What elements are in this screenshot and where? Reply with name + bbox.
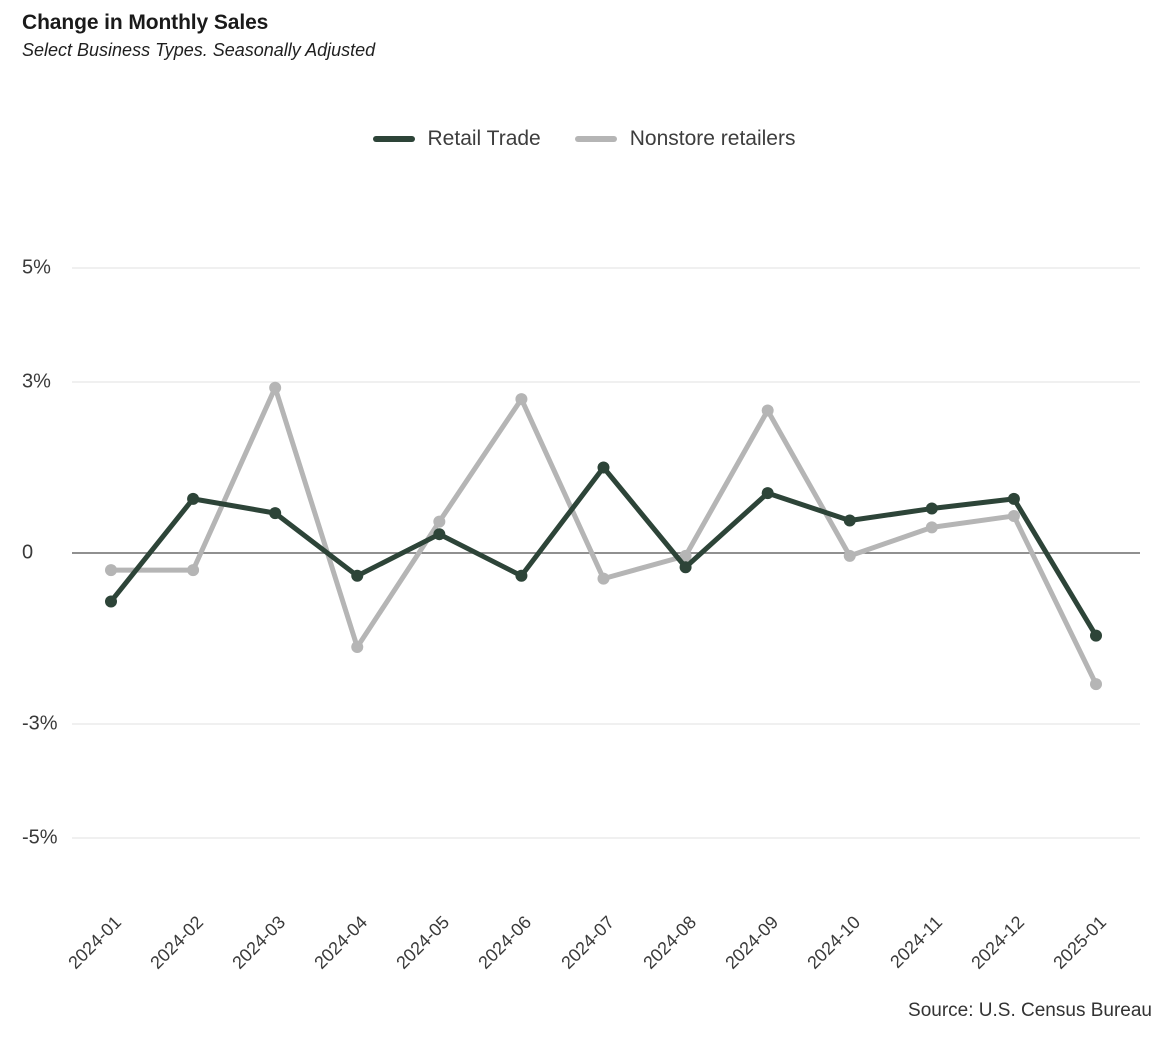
data-point-marker[interactable] bbox=[515, 393, 528, 406]
y-axis-tick-label: -3% bbox=[22, 712, 58, 735]
data-point-marker[interactable] bbox=[597, 461, 610, 474]
data-point-marker[interactable] bbox=[351, 641, 364, 654]
data-point-marker[interactable] bbox=[925, 502, 938, 515]
data-point-marker[interactable] bbox=[1090, 629, 1102, 642]
data-point-marker[interactable] bbox=[269, 507, 282, 520]
data-point-marker[interactable] bbox=[105, 595, 117, 608]
chart-legend: Retail Trade Nonstore retailers bbox=[0, 128, 1168, 149]
series-line-nonstore-retailers bbox=[108, 385, 1099, 687]
data-point-marker[interactable] bbox=[761, 487, 774, 500]
data-point-marker[interactable] bbox=[187, 564, 200, 577]
data-point-marker[interactable] bbox=[1090, 678, 1102, 691]
source-note: Source: U.S. Census Bureau bbox=[908, 1000, 1152, 1021]
series-line-retail-trade bbox=[108, 465, 1099, 639]
y-axis-tick-label: 3% bbox=[22, 370, 51, 393]
legend-label: Retail Trade bbox=[427, 127, 541, 150]
data-point-marker[interactable] bbox=[433, 528, 446, 541]
data-point-marker[interactable] bbox=[351, 569, 364, 582]
data-point-marker[interactable] bbox=[679, 549, 692, 562]
data-point-marker[interactable] bbox=[843, 549, 856, 562]
y-axis-tick-label: 0 bbox=[22, 541, 34, 564]
y-axis-tick-label: -5% bbox=[22, 826, 58, 849]
data-point-marker[interactable] bbox=[761, 404, 774, 417]
data-point-marker[interactable] bbox=[433, 515, 446, 528]
gridlines bbox=[72, 267, 1140, 839]
data-point-marker[interactable] bbox=[269, 381, 282, 394]
data-point-marker[interactable] bbox=[187, 492, 200, 505]
data-point-marker[interactable] bbox=[597, 572, 610, 585]
legend-item-nonstore-retailers[interactable]: Nonstore retailers bbox=[574, 127, 796, 150]
data-point-marker[interactable] bbox=[843, 514, 856, 527]
data-point-marker[interactable] bbox=[679, 561, 692, 574]
chart-subtitle: Select Business Types. Seasonally Adjust… bbox=[22, 40, 376, 61]
chart-title: Change in Monthly Sales bbox=[22, 11, 269, 34]
data-point-marker[interactable] bbox=[105, 564, 117, 577]
data-point-marker[interactable] bbox=[1007, 509, 1020, 522]
data-point-marker[interactable] bbox=[1007, 492, 1020, 505]
legend-item-retail-trade[interactable]: Retail Trade bbox=[372, 127, 541, 150]
data-point-marker[interactable] bbox=[515, 569, 528, 582]
data-point-marker[interactable] bbox=[925, 521, 938, 534]
legend-swatch-icon bbox=[372, 135, 415, 142]
y-axis-tick-label: 5% bbox=[22, 256, 51, 279]
legend-swatch-icon bbox=[574, 135, 617, 142]
series-layer bbox=[105, 381, 1102, 691]
legend-label: Nonstore retailers bbox=[629, 127, 796, 150]
chart-header: Change in Monthly Sales Select Business … bbox=[22, 10, 1122, 63]
